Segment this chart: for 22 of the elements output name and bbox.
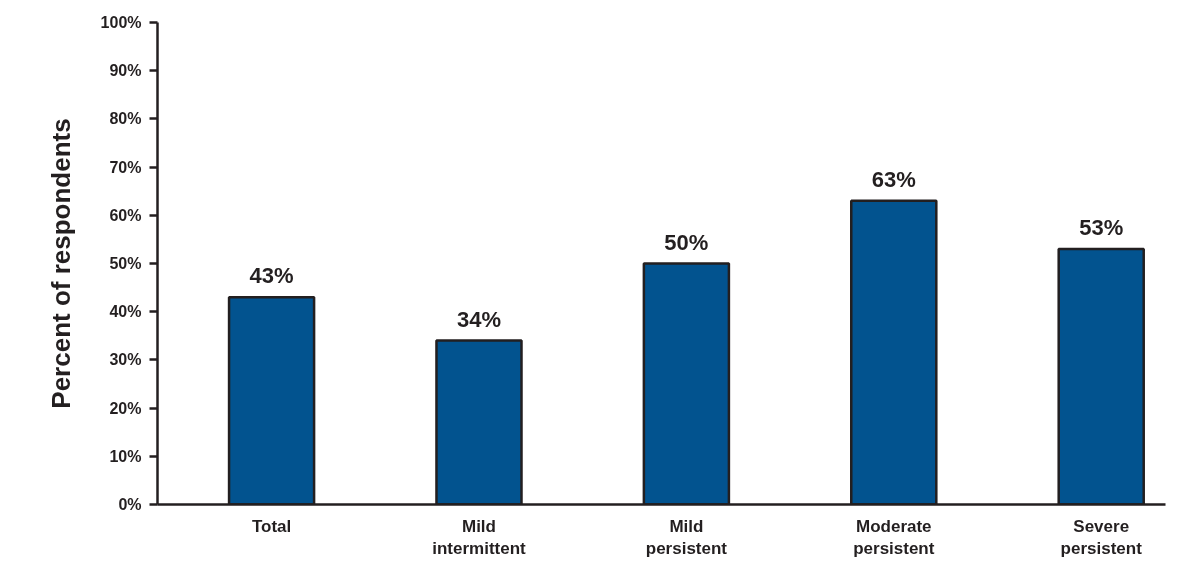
x-tick-label: Mild intermittent (432, 516, 527, 559)
x-tick-label: Mild persistent (645, 516, 728, 559)
data-label: 34% (456, 306, 502, 332)
x-tick-label: Severe persistent (1060, 516, 1143, 559)
y-tick-label: 40% (109, 303, 142, 321)
x-tick-label: Total (251, 516, 292, 536)
y-tick-label: 0% (118, 496, 142, 513)
y-tick-label: 100% (100, 14, 142, 31)
y-tick-label: 70% (109, 158, 142, 176)
y-tick-label: 90% (109, 62, 142, 80)
y-tick-label: 10% (109, 447, 142, 465)
data-label: 63% (871, 166, 916, 192)
y-tick-label: 80% (109, 110, 142, 128)
data-label: 53% (1079, 215, 1124, 241)
y-tick-label: 20% (109, 399, 142, 417)
y-tick-label: 60% (109, 206, 142, 224)
data-label: 43% (249, 263, 294, 289)
data-label: 50% (664, 229, 709, 255)
y-tick-label: 50% (109, 255, 142, 272)
y-tick-label: 30% (109, 351, 142, 369)
x-tick-label: Moderate persistent (853, 516, 935, 559)
y-axis-title: Percent of respondents (45, 118, 76, 409)
